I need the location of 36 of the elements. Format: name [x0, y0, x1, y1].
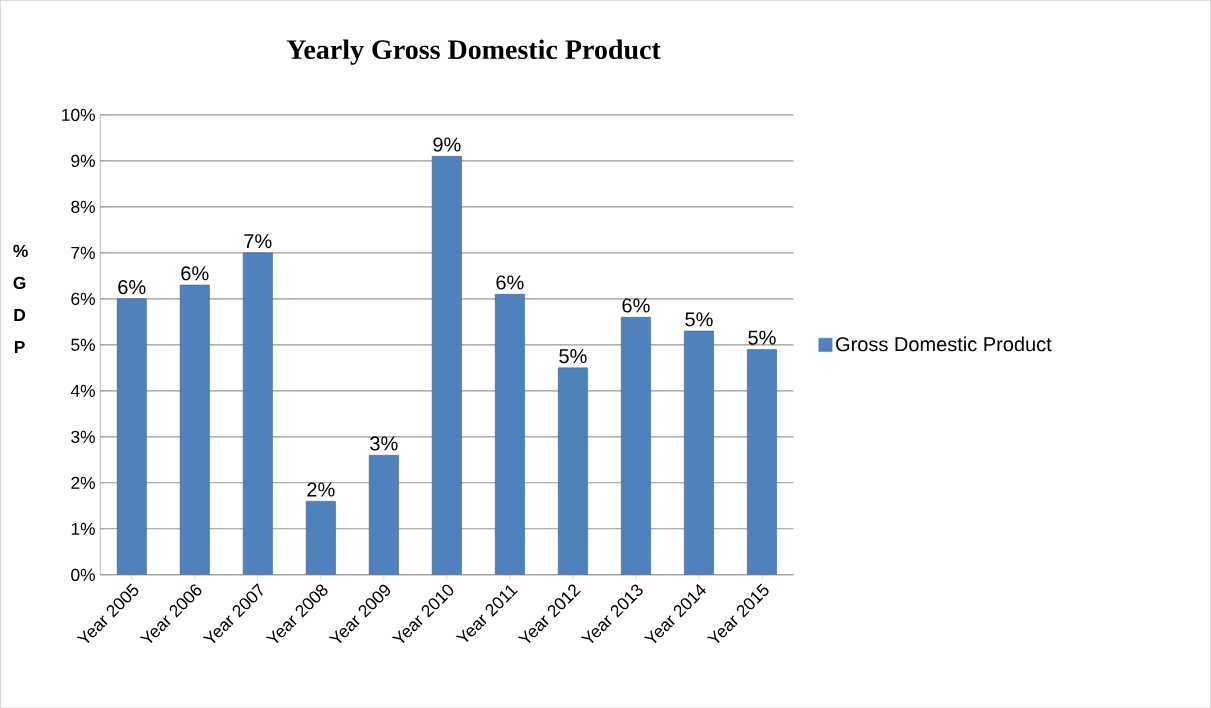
bar: [494, 293, 525, 575]
bar: [368, 454, 399, 575]
data-label: 6%: [118, 279, 146, 294]
y-tick-label: 4%: [70, 384, 95, 397]
bar: [684, 330, 714, 575]
y-tick-label: 10%: [62, 108, 95, 121]
y-tick-label: 1%: [71, 522, 95, 535]
data-label: 3%: [370, 436, 398, 451]
bar: [747, 348, 777, 575]
y-tick-label: 3%: [71, 430, 95, 443]
y-tick-label: 2%: [71, 476, 95, 489]
bar: [179, 284, 210, 575]
data-label: 5%: [559, 348, 587, 363]
data-label: 6%: [496, 275, 524, 290]
data-label: 6%: [622, 298, 650, 313]
y-axis-title: % G D P: [13, 244, 28, 353]
data-label: 5%: [685, 312, 713, 327]
y-tick-label: 6%: [71, 292, 95, 305]
bar: [431, 155, 462, 575]
bar: [116, 298, 147, 575]
bar: [242, 252, 273, 575]
y-tick-label: 8%: [71, 200, 95, 213]
data-label: 2%: [307, 482, 335, 497]
y-tick-label: 9%: [71, 154, 95, 167]
data-label: 7%: [244, 233, 272, 248]
bar: [557, 367, 588, 575]
legend-label: Gross Domestic Product: [836, 336, 1052, 352]
y-tick-label: 0%: [71, 568, 95, 581]
data-label: 9%: [433, 137, 461, 152]
y-tick-label: 5%: [71, 338, 95, 351]
data-label: 6%: [181, 266, 209, 281]
chart-title: Yearly Gross Domestic Product: [286, 39, 661, 65]
data-label: 5%: [748, 330, 776, 345]
bar: [305, 500, 336, 575]
bar: [620, 316, 651, 575]
y-tick-label: 7%: [71, 246, 95, 259]
